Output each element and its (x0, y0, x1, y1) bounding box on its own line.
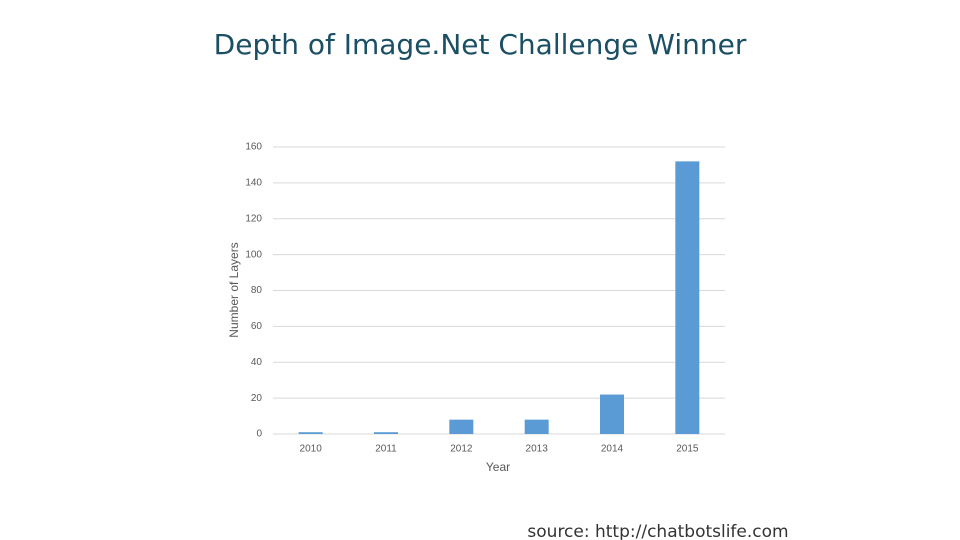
y-axis-label: Number of Layers (227, 242, 241, 337)
x-tick-label: 2012 (450, 444, 473, 455)
bar (449, 419, 474, 434)
bar (298, 432, 323, 434)
x-tick-label: 2014 (601, 444, 624, 455)
x-tick-label: 2011 (375, 444, 397, 455)
y-tick-label: 40 (251, 357, 263, 368)
y-tick-label: 80 (251, 285, 263, 296)
bar (600, 394, 624, 434)
x-tick-label: 2013 (526, 444, 549, 455)
source-note: source: http://chatbotslife.com (527, 522, 788, 540)
bar (675, 161, 700, 434)
y-tick-label: 140 (245, 178, 262, 189)
x-tick-label: 2010 (300, 444, 323, 455)
y-tick-label: 20 (251, 393, 263, 404)
bar (374, 432, 398, 434)
bar (524, 419, 549, 434)
y-tick-label: 100 (245, 249, 262, 260)
x-axis-label: Year (486, 460, 510, 474)
y-tick-label: 0 (256, 429, 262, 440)
x-tick-label: 2015 (676, 444, 699, 455)
y-tick-label: 60 (251, 321, 263, 332)
y-tick-label: 160 (245, 142, 262, 153)
y-tick-label: 120 (245, 213, 262, 224)
chart-title: Depth of Image.Net Challenge Winner (214, 28, 747, 61)
